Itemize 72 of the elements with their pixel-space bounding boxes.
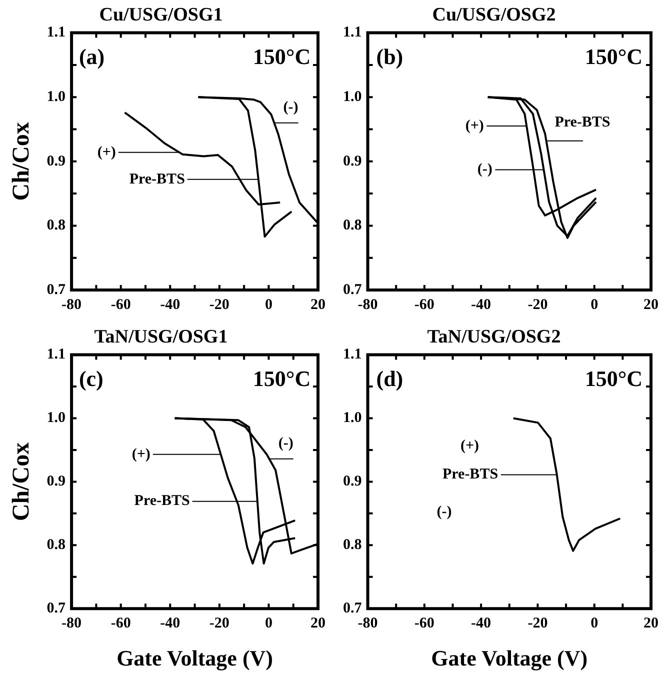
x-tick-label: -20 — [528, 296, 548, 313]
x-tick-label: 0 — [264, 296, 272, 313]
x-tick-label: 20 — [310, 296, 326, 313]
x-tick-label: -80 — [62, 615, 82, 632]
annotation: Pre-BTS — [554, 114, 610, 131]
x-tick-label: -40 — [471, 296, 492, 313]
chart-title: Cu/USG/OSG2 — [432, 4, 556, 26]
annotation: (c) — [78, 366, 104, 391]
x-tick-label: -40 — [160, 296, 180, 313]
annotation: (-) — [477, 162, 492, 178]
y-tick-label: 1.0 — [46, 410, 66, 426]
annotation: (+) — [132, 446, 150, 462]
y-tick-label: 0.8 — [343, 537, 362, 554]
y-tick-label: 1.0 — [343, 410, 362, 426]
y-tick-label: 0.7 — [343, 282, 362, 298]
x-tick-label: -60 — [414, 615, 434, 632]
annotation: Pre-BTS — [442, 466, 498, 483]
annotation: (+) — [460, 438, 479, 454]
x-axis-title: Gate Voltage (V) — [116, 645, 273, 670]
x-tick-label: 0 — [590, 296, 598, 313]
annotation: (+) — [465, 118, 484, 134]
x-tick-label: -80 — [358, 615, 378, 632]
x-tick-label: -60 — [414, 296, 434, 313]
x-tick-label: -80 — [358, 296, 378, 313]
y-tick-label: 0.7 — [343, 600, 362, 616]
annotation: 150°C — [252, 44, 311, 70]
annotation: (-) — [436, 504, 452, 520]
annotation: 150°C — [584, 366, 643, 391]
y-tick-label: 0.7 — [46, 600, 66, 616]
y-tick-label: 0.9 — [343, 153, 362, 170]
annotation: Pre-BTS — [134, 493, 190, 510]
y-tick-label: 1.0 — [46, 88, 66, 105]
annotation: 150°C — [584, 44, 643, 70]
chart-title: TaN/USG/OSG1 — [94, 326, 228, 348]
annotation: Pre-BTS — [129, 171, 185, 188]
x-tick-label: 0 — [590, 615, 598, 632]
annotation: 150°C — [252, 366, 311, 391]
y-tick-label: 0.8 — [343, 218, 362, 234]
x-tick-label: -60 — [110, 615, 131, 632]
x-tick-label: -80 — [62, 296, 82, 313]
y-tick-label: 1.1 — [343, 346, 362, 363]
y-tick-label: 1.1 — [46, 24, 66, 41]
y-tick-label: 0.8 — [46, 218, 66, 234]
annotation: (+) — [97, 144, 116, 160]
x-tick-label: 20 — [310, 615, 326, 632]
x-axis-title: Gate Voltage (V) — [431, 645, 588, 670]
y-tick-label: 0.9 — [46, 153, 66, 170]
x-tick-label: -20 — [209, 296, 230, 313]
y-tick-label: 1.1 — [343, 24, 362, 41]
x-tick-label: -20 — [209, 615, 230, 632]
x-tick-label: 20 — [644, 296, 658, 313]
x-tick-label: -40 — [160, 615, 180, 632]
y-tick-label: 0.9 — [343, 474, 362, 490]
chart-title: Cu/USG/OSG1 — [99, 4, 223, 26]
y-tick-label: 1.0 — [343, 88, 362, 105]
annotation: (b) — [376, 44, 404, 70]
annotation: (a) — [78, 44, 105, 70]
annotation: (-) — [283, 99, 298, 116]
y-tick-label: 1.1 — [46, 346, 66, 363]
y-axis-title: Ch/Cox — [8, 442, 35, 522]
annotation: (d) — [376, 366, 404, 391]
x-tick-label: 20 — [644, 615, 658, 632]
x-tick-label: 0 — [264, 615, 272, 632]
y-tick-label: 0.7 — [46, 282, 66, 298]
y-axis-title: Ch/Cox — [8, 122, 35, 201]
x-tick-label: -40 — [471, 615, 492, 632]
x-tick-label: -20 — [528, 615, 548, 632]
x-tick-label: -60 — [110, 296, 131, 313]
y-tick-label: 0.8 — [46, 537, 66, 554]
chart-title: TaN/USG/OSG2 — [427, 326, 561, 348]
y-tick-label: 0.9 — [46, 474, 66, 490]
annotation: (-) — [278, 436, 294, 452]
